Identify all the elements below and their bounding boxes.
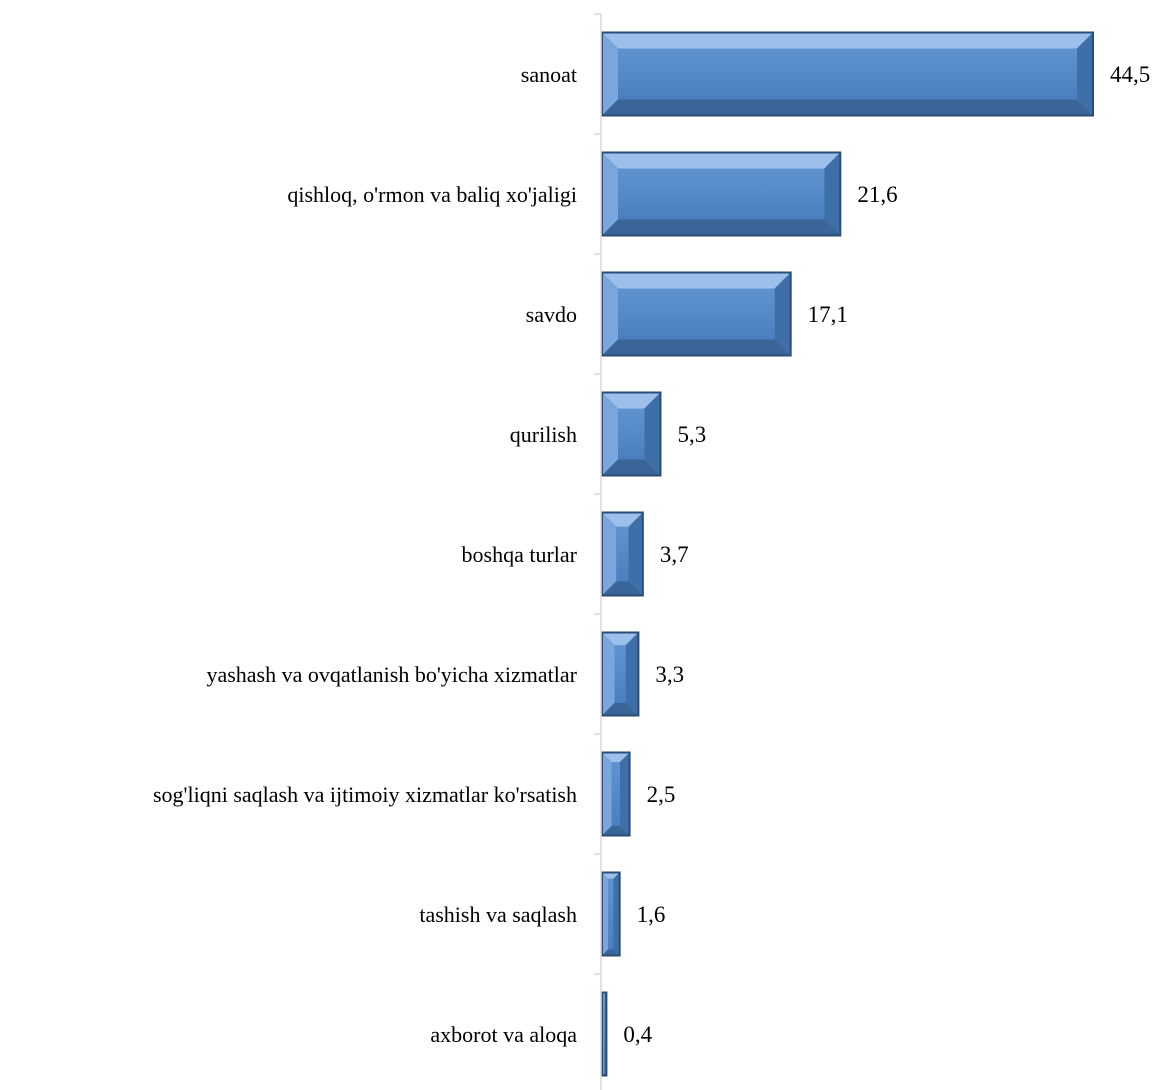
bar-bevel-left bbox=[602, 152, 618, 236]
category-axis bbox=[594, 13, 602, 1090]
labels-layer: sanoat 44,5 qishloq, o'rmon va baliq xo'ja… bbox=[153, 62, 1150, 1047]
bar-face bbox=[608, 878, 614, 950]
bar-bevel-bottom bbox=[602, 459, 661, 476]
bar-bevel-right bbox=[619, 752, 630, 836]
bar-bevel-right bbox=[628, 512, 643, 596]
bar-bevel-bottom bbox=[602, 825, 630, 836]
category-label: yashash va ovqatlanish bo'yicha xizmatla… bbox=[206, 662, 577, 687]
bar-bevel-top bbox=[602, 392, 661, 409]
bar-bevel-bottom bbox=[602, 702, 639, 716]
bar-bevel-top bbox=[602, 152, 841, 169]
bar-outline bbox=[601, 991, 608, 1077]
bar-bevel-right bbox=[774, 272, 791, 356]
bar-bevel-left bbox=[602, 752, 612, 836]
bar-bevel-bottom bbox=[602, 949, 620, 956]
bar-outline bbox=[601, 871, 621, 957]
bar-bevel-left bbox=[602, 632, 615, 716]
bar-bevel-right bbox=[1077, 32, 1093, 116]
bar-bevel-top bbox=[602, 32, 1093, 49]
bar-outline bbox=[601, 511, 644, 597]
data-label: 21,6 bbox=[857, 182, 897, 207]
bar bbox=[601, 871, 621, 957]
bar bbox=[601, 631, 640, 717]
bar-bevel-bottom bbox=[602, 581, 643, 596]
bar bbox=[601, 31, 1094, 117]
bar-face bbox=[618, 408, 645, 460]
bar-face bbox=[614, 645, 626, 703]
bar-face bbox=[603, 994, 605, 1074]
bar-bevel-right bbox=[824, 152, 841, 236]
category-label: sog'liqni saqlash va ijtimoiy xizmatlar … bbox=[153, 782, 577, 807]
bar-outline bbox=[601, 271, 792, 357]
data-label: 1,6 bbox=[637, 902, 666, 927]
data-label: 17,1 bbox=[808, 302, 848, 327]
bar-face bbox=[618, 288, 775, 340]
bar-bevel-right bbox=[644, 392, 661, 476]
category-label: qishloq, o'rmon va baliq xo'jaligi bbox=[287, 182, 577, 207]
bar-bevel-left bbox=[602, 512, 617, 596]
bar-bevel-left bbox=[602, 272, 618, 356]
bar-face bbox=[611, 762, 620, 826]
bar bbox=[601, 991, 608, 1077]
bar bbox=[601, 751, 631, 837]
category-label: sanoat bbox=[521, 62, 577, 87]
bar bbox=[601, 511, 644, 597]
bar bbox=[601, 151, 842, 237]
bar-outline bbox=[601, 631, 640, 717]
bar-bevel-top bbox=[602, 632, 639, 646]
category-label: qurilish bbox=[510, 422, 577, 447]
bars-layer bbox=[601, 31, 1094, 1077]
bar-bevel-bottom bbox=[602, 99, 1093, 116]
bar-outline bbox=[601, 751, 631, 837]
data-label: 0,4 bbox=[623, 1022, 652, 1047]
bar bbox=[601, 391, 662, 477]
bar-outline bbox=[601, 151, 842, 237]
bar-outline bbox=[601, 31, 1094, 117]
bar-bevel-top bbox=[602, 752, 630, 763]
bar-face bbox=[618, 48, 1077, 100]
bar-bevel-right bbox=[613, 872, 620, 956]
data-label: 2,5 bbox=[647, 782, 676, 807]
bar-bevel-left bbox=[602, 32, 618, 116]
category-label: axborot va aloqa bbox=[430, 1022, 577, 1047]
bar-bevel-left bbox=[602, 872, 609, 956]
data-label: 3,7 bbox=[660, 542, 689, 567]
category-label: boshqa turlar bbox=[462, 542, 578, 567]
category-label: tashish va saqlash bbox=[419, 902, 577, 927]
bar bbox=[601, 271, 792, 357]
data-label: 3,3 bbox=[655, 662, 684, 687]
data-label: 44,5 bbox=[1110, 62, 1150, 87]
category-label: savdo bbox=[526, 302, 577, 327]
bar-bevel-bottom bbox=[602, 219, 841, 236]
bar-bevel-bottom bbox=[602, 339, 791, 356]
data-label: 5,3 bbox=[677, 422, 706, 447]
bar-bevel-right bbox=[625, 632, 639, 716]
bar-face bbox=[616, 526, 629, 582]
bar-outline bbox=[601, 391, 662, 477]
bar-face bbox=[618, 168, 825, 220]
bar-bevel-left bbox=[602, 392, 618, 476]
bar-bevel-top bbox=[602, 512, 643, 527]
bar-bevel-top bbox=[602, 872, 620, 879]
bar-bevel-top bbox=[602, 272, 791, 289]
